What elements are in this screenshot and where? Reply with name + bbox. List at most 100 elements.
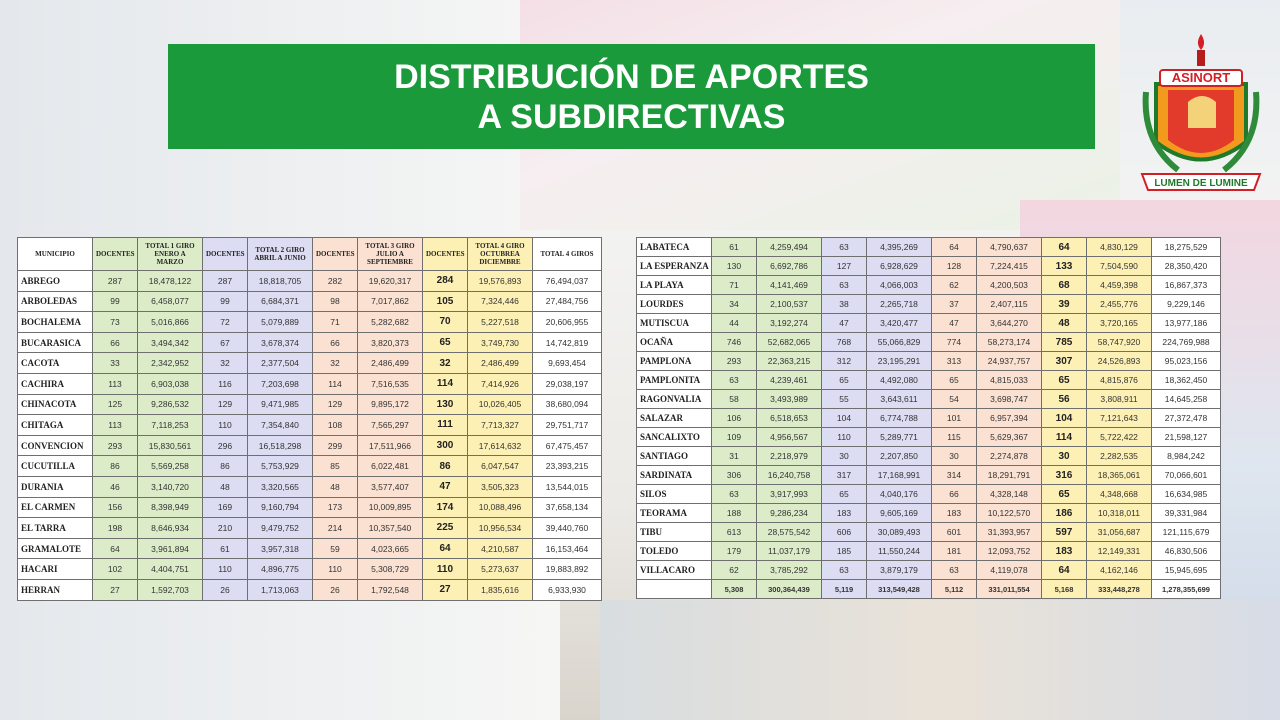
table-cell: 52,682,065 <box>756 332 822 352</box>
table-cell: 86 <box>202 455 248 477</box>
table-cell: 121,115,679 <box>1151 522 1221 542</box>
table-cell: 65 <box>1041 370 1087 390</box>
table-row: CHINACOTA 125 9,286,532 129 9,471,985 129 9,89… <box>17 393 602 416</box>
table-cell: 188 <box>711 503 757 523</box>
table-cell: 156 <box>92 496 138 519</box>
table-cell: 7,017,862 <box>357 290 423 313</box>
table-cell: 9,229,146 <box>1151 294 1221 314</box>
table-cell: 65 <box>821 484 867 504</box>
table-cell: 4,200,503 <box>976 275 1042 295</box>
table-cell: 71 <box>711 275 757 295</box>
table-cell: 198 <box>92 517 138 539</box>
table-cell: 4,404,751 <box>137 558 203 580</box>
table-cell: 3,678,374 <box>247 331 313 354</box>
table-cell: 110 <box>202 558 248 580</box>
table-cell: LA PLAYA <box>636 275 712 295</box>
table-cell: 99 <box>202 290 248 313</box>
table-cell: 746 <box>711 332 757 352</box>
table-cell: 6,774,788 <box>866 408 932 428</box>
table-cell: 296 <box>202 434 248 457</box>
table-cell: 1,592,703 <box>137 578 203 601</box>
table-cell: 313 <box>931 351 977 371</box>
table-row: LOURDES 34 2,100,537 38 2,265,718 37 2,407,115… <box>636 294 1221 314</box>
table-cell: 2,274,878 <box>976 446 1042 466</box>
table-cell: 4,328,148 <box>976 484 1042 504</box>
table-cell: 7,565,297 <box>357 414 423 436</box>
table-cell: 5,722,422 <box>1086 427 1152 447</box>
table-cell: 48 <box>312 475 358 498</box>
table-cell: 4,040,176 <box>866 484 932 504</box>
table-cell: 300,364,439 <box>756 579 822 599</box>
table-cell: CUCUTILLA <box>17 455 93 477</box>
table-cell: 17,511,966 <box>357 434 423 457</box>
table-row: SILOS 63 3,917,993 65 4,040,176 66 4,328,148 65… <box>636 484 1221 504</box>
table-cell: 6,022,481 <box>357 455 423 477</box>
table-cell: 2,218,979 <box>756 446 822 466</box>
table-cell: 24,937,757 <box>976 351 1042 371</box>
table-cell: 6,903,038 <box>137 372 203 395</box>
table-cell: 54 <box>931 389 977 409</box>
table-cell: 3,820,373 <box>357 331 423 354</box>
table-cell: 12,149,331 <box>1086 541 1152 561</box>
table-cell: 5,227,518 <box>467 311 533 333</box>
table-cell: 3,808,911 <box>1086 389 1152 409</box>
table-cell: 185 <box>821 541 867 561</box>
table-cell: 5,308,729 <box>357 558 423 580</box>
table-row: SALAZAR 106 6,518,653 104 6,774,788 101 6,957,… <box>636 408 1221 428</box>
table-cell: CHINACOTA <box>17 393 93 416</box>
table-cell: 3,749,730 <box>467 331 533 354</box>
table-row: RAGONVALIA 58 3,493,989 55 3,643,611 54 3,698,… <box>636 389 1221 409</box>
table-cell: 30 <box>1041 446 1087 466</box>
table-cell: 48 <box>202 475 248 498</box>
table-cell: SANCALIXTO <box>636 427 712 447</box>
table-cell: 317 <box>821 465 867 485</box>
table-cell: 47 <box>931 313 977 333</box>
table-cell: 1,835,616 <box>467 578 533 601</box>
table-cell: 6,928,629 <box>866 256 932 276</box>
table-cell: 18,478,122 <box>137 270 203 292</box>
table-cell: 4,119,078 <box>976 560 1042 580</box>
table-cell: 46 <box>92 475 138 498</box>
table-cell: 27 <box>92 578 138 601</box>
table-cell: 3,961,894 <box>137 537 203 560</box>
table-cell: 5,168 <box>1041 579 1087 599</box>
table-cell: 314 <box>931 465 977 485</box>
table-cell: 28,350,420 <box>1151 256 1221 276</box>
table-cell: 16,240,758 <box>756 465 822 485</box>
table-row: PAMPLONA 293 22,363,215 312 23,195,291 313 24,… <box>636 351 1221 371</box>
table-cell: 29,038,197 <box>532 372 602 395</box>
table-cell: 9,471,985 <box>247 393 313 416</box>
table-cell: SANTIAGO <box>636 446 712 466</box>
table-cell: 33 <box>92 352 138 374</box>
table-cell: 3,879,179 <box>866 560 932 580</box>
table-cell: 4,023,665 <box>357 537 423 560</box>
table-cell: 224,769,988 <box>1151 332 1221 352</box>
table-row: GRAMALOTE 64 3,961,894 61 3,957,318 59 4,023,6… <box>17 537 602 560</box>
table-cell: 186 <box>1041 503 1087 523</box>
table-cell: 63 <box>821 237 867 257</box>
table-cell: 66 <box>92 331 138 354</box>
table-cell: 70,066,601 <box>1151 465 1221 485</box>
table-cell: 3,140,720 <box>137 475 203 498</box>
table-cell: 7,324,446 <box>467 290 533 313</box>
table-cell: 282 <box>312 270 358 292</box>
table-row: PAMPLONITA 63 4,239,461 65 4,492,080 65 4,815,… <box>636 370 1221 390</box>
table-cell: PAMPLONITA <box>636 370 712 390</box>
table-cell: 3,644,270 <box>976 313 1042 333</box>
table-cell: 19,883,892 <box>532 558 602 580</box>
table-row: CACHIRA 113 6,903,038 116 7,203,698 114 7,516,… <box>17 372 602 395</box>
table-cell: 3,420,477 <box>866 313 932 333</box>
table-cell: 62 <box>931 275 977 295</box>
table-cell: 16,867,373 <box>1151 275 1221 295</box>
table-cell: 11,037,179 <box>756 541 822 561</box>
table-cell: 14,742,819 <box>532 331 602 354</box>
table-cell: MUTISCUA <box>636 313 712 333</box>
table-cell: 38,680,094 <box>532 393 602 416</box>
table-cell: 3,917,993 <box>756 484 822 504</box>
table-cell: 44 <box>711 313 757 333</box>
table-cell: 46,830,506 <box>1151 541 1221 561</box>
table-cell: 129 <box>202 393 248 416</box>
table-cell: 4,815,033 <box>976 370 1042 390</box>
table-cell: PAMPLONA <box>636 351 712 371</box>
table-cell: 3,577,407 <box>357 475 423 498</box>
